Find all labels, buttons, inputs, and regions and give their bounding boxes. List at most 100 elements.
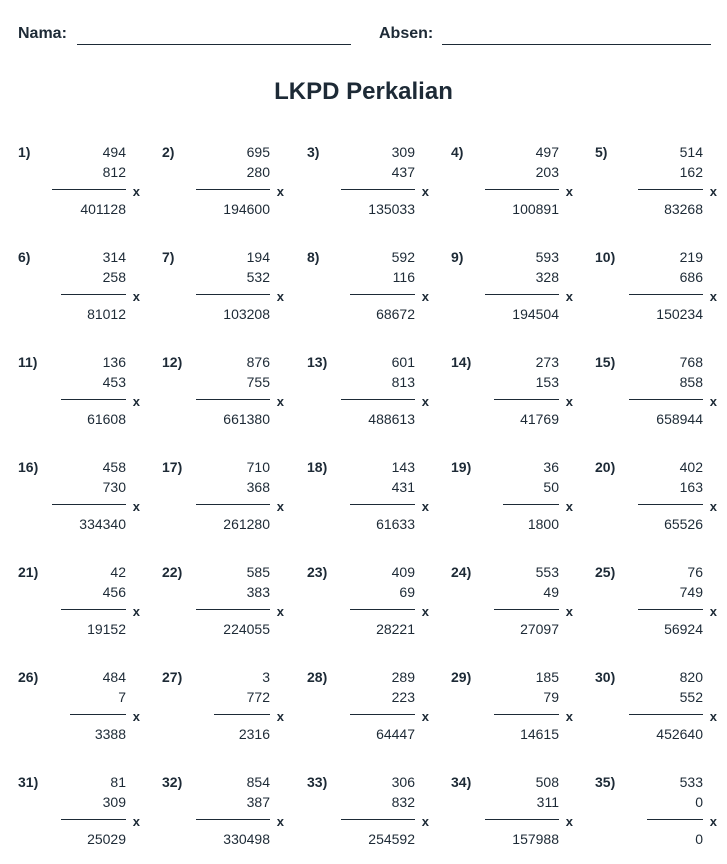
problem-number: 4) (451, 144, 464, 160)
problem-number: 33) (307, 774, 328, 790)
problem-number: 2) (162, 144, 175, 160)
answer-rule (52, 189, 126, 190)
problem-block: 28) 289 223 x 64447 (307, 669, 437, 759)
multiplier: 730 (102, 479, 126, 495)
multiplicand: 876 (246, 354, 270, 370)
problem-block: 19) 36 50 x 1800 (451, 459, 581, 549)
problem-block: 2) 695 280 x 194600 (162, 144, 292, 234)
answer-rule (52, 504, 126, 505)
times-sign: x (709, 604, 717, 619)
multiplier: 203 (535, 164, 559, 180)
answer-rule (196, 504, 270, 505)
times-sign: x (421, 709, 429, 724)
absen-input-line[interactable] (442, 44, 711, 45)
answer-rule (638, 609, 703, 610)
multiplier: 328 (535, 269, 559, 285)
multiplicand: 768 (679, 354, 703, 370)
problem-number: 29) (451, 669, 472, 685)
multiplier: 832 (391, 794, 415, 810)
product-answer: 64447 (376, 726, 415, 742)
answer-rule (629, 294, 703, 295)
answer-rule (61, 399, 126, 400)
answer-rule (196, 819, 270, 820)
multiplier: 532 (246, 269, 270, 285)
multiplier: 437 (391, 164, 415, 180)
problem-block: 27) 3 772 x 2316 (162, 669, 292, 759)
problem-number: 1) (18, 144, 31, 160)
problem-number: 21) (18, 564, 39, 580)
name-input-line[interactable] (77, 44, 351, 45)
problem-number: 14) (451, 354, 472, 370)
page-title: LKPD Perkalian (274, 78, 453, 105)
times-sign: x (421, 289, 429, 304)
answer-rule (494, 399, 559, 400)
problem-block: 14) 273 153 x 41769 (451, 354, 581, 444)
times-sign: x (565, 394, 573, 409)
problem-block: 21) 42 456 x 19152 (18, 564, 148, 654)
problem-block: 9) 593 328 x 194504 (451, 249, 581, 339)
answer-rule (341, 399, 415, 400)
problem-number: 28) (307, 669, 328, 685)
multiplier: 258 (102, 269, 126, 285)
problem-number: 6) (18, 249, 31, 265)
product-answer: 14615 (520, 726, 559, 742)
problem-block: 5) 514 162 x 83268 (595, 144, 725, 234)
multiplicand: 458 (102, 459, 126, 475)
problem-block: 31) 81 309 x 25029 (18, 774, 148, 864)
answer-rule (196, 399, 270, 400)
multiplicand: 592 (391, 249, 415, 265)
problem-block: 32) 854 387 x 330498 (162, 774, 292, 864)
multiplier: 686 (679, 269, 703, 285)
answer-rule (646, 819, 703, 820)
problem-number: 35) (595, 774, 616, 790)
times-sign: x (421, 184, 429, 199)
problem-number: 22) (162, 564, 183, 580)
times-sign: x (709, 394, 717, 409)
answer-rule (196, 609, 270, 610)
multiplicand: 820 (679, 669, 703, 685)
product-answer: 661380 (223, 411, 270, 427)
problem-block: 29) 185 79 x 14615 (451, 669, 581, 759)
answer-rule (638, 504, 703, 505)
answer-rule (61, 819, 126, 820)
times-sign: x (709, 499, 717, 514)
answer-rule (629, 714, 703, 715)
times-sign: x (421, 604, 429, 619)
product-answer: 1800 (527, 516, 559, 532)
multiplicand: 695 (246, 144, 270, 160)
product-answer: 452640 (656, 726, 703, 742)
times-sign: x (276, 289, 284, 304)
multiplier: 69 (399, 584, 415, 600)
multiplier: 456 (102, 584, 126, 600)
name-label: Nama: (18, 25, 67, 42)
times-sign: x (276, 394, 284, 409)
product-answer: 401128 (80, 201, 126, 217)
multiplier: 79 (543, 689, 559, 705)
times-sign: x (132, 394, 140, 409)
product-answer: 488613 (368, 411, 415, 427)
multiplier: 49 (543, 584, 559, 600)
multiplicand: 306 (391, 774, 415, 790)
times-sign: x (276, 604, 284, 619)
multiplicand: 136 (102, 354, 126, 370)
multiplicand: 76 (687, 564, 703, 580)
multiplicand: 219 (679, 249, 703, 265)
problem-number: 8) (307, 249, 320, 265)
multiplier: 383 (246, 584, 270, 600)
problem-number: 5) (595, 144, 608, 160)
product-answer: 61633 (376, 516, 415, 532)
answer-rule (350, 609, 415, 610)
times-sign: x (132, 814, 140, 829)
problem-number: 23) (307, 564, 328, 580)
problem-number: 18) (307, 459, 328, 475)
multiplicand: 314 (102, 249, 126, 265)
answer-rule (213, 714, 270, 715)
problem-number: 26) (18, 669, 39, 685)
multiplier: 431 (391, 479, 415, 495)
answer-rule (61, 294, 126, 295)
product-answer: 330498 (223, 831, 270, 847)
problem-number: 9) (451, 249, 464, 265)
product-answer: 254592 (368, 831, 415, 847)
multiplicand: 185 (535, 669, 559, 685)
multiplier: 280 (246, 164, 270, 180)
